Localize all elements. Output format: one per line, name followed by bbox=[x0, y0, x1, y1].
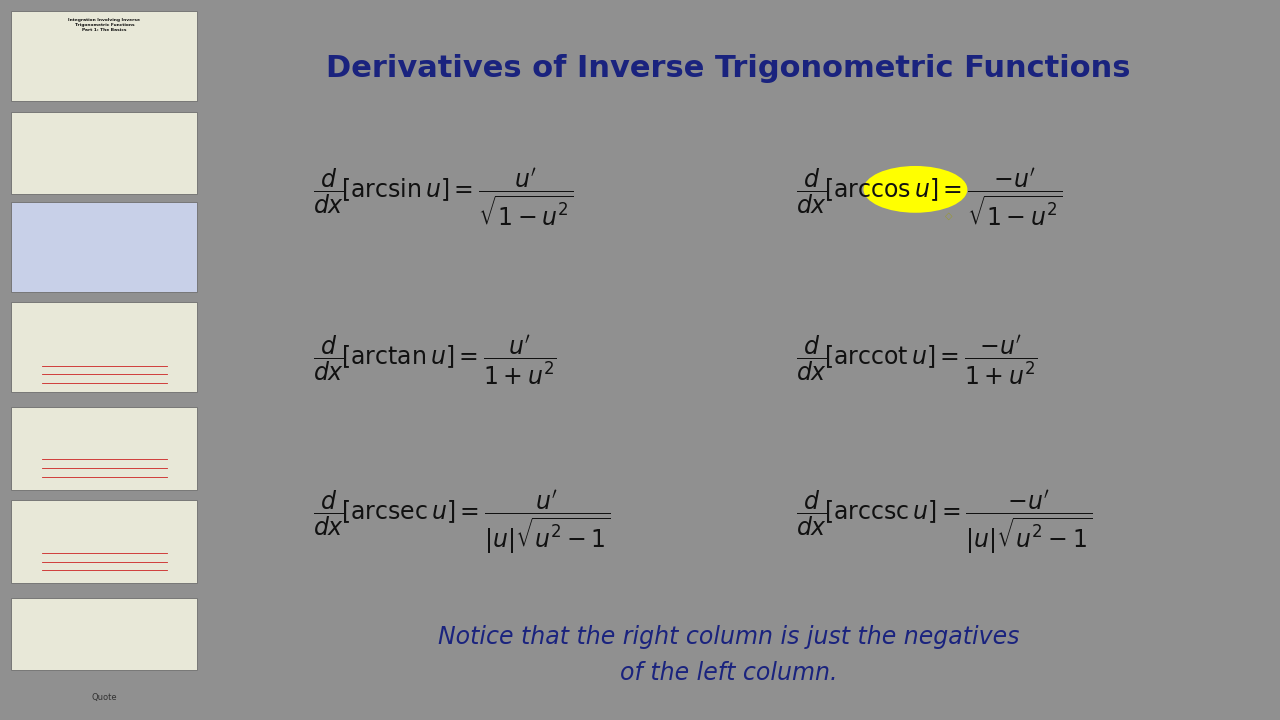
Text: Notice that the right column is just the negatives: Notice that the right column is just the… bbox=[438, 625, 1019, 649]
Text: $\dfrac{d}{dx}\!\left[\mathrm{arccot}\,u\right] = \dfrac{-u^{\prime}}{1+u^2}$: $\dfrac{d}{dx}\!\left[\mathrm{arccot}\,u… bbox=[796, 333, 1038, 387]
FancyBboxPatch shape bbox=[12, 598, 197, 670]
FancyBboxPatch shape bbox=[12, 11, 197, 101]
Text: ◇: ◇ bbox=[945, 211, 952, 221]
Text: Derivatives of Inverse Trigonometric Functions: Derivatives of Inverse Trigonometric Fun… bbox=[326, 54, 1130, 83]
Text: $\dfrac{d}{dx}\!\left[\arcsin u\right] = \dfrac{u^{\prime}}{\sqrt{1-u^2}}$: $\dfrac{d}{dx}\!\left[\arcsin u\right] =… bbox=[312, 167, 573, 229]
Text: $\dfrac{d}{dx}\!\left[\arccos u\right] = \dfrac{-u^{\prime}}{\sqrt{1-u^2}}$: $\dfrac{d}{dx}\!\left[\arccos u\right] =… bbox=[796, 167, 1062, 229]
Text: $\dfrac{d}{dx}\!\left[\arctan u\right] = \dfrac{u^{\prime}}{1+u^2}$: $\dfrac{d}{dx}\!\left[\arctan u\right] =… bbox=[312, 333, 557, 387]
FancyBboxPatch shape bbox=[12, 302, 197, 392]
FancyBboxPatch shape bbox=[12, 407, 197, 490]
Text: Quote: Quote bbox=[91, 693, 118, 702]
Text: Integration Involving Inverse
Trigonometric Functions
Part 1: The Basics: Integration Involving Inverse Trigonomet… bbox=[68, 18, 141, 32]
Text: $\dfrac{d}{dx}\!\left[\mathrm{arcsec}\,u\right] = \dfrac{u^{\prime}}{|u|\sqrt{u^: $\dfrac{d}{dx}\!\left[\mathrm{arcsec}\,u… bbox=[312, 488, 611, 556]
FancyBboxPatch shape bbox=[12, 500, 197, 583]
FancyBboxPatch shape bbox=[12, 202, 197, 292]
FancyBboxPatch shape bbox=[12, 112, 197, 194]
Ellipse shape bbox=[864, 166, 968, 213]
Text: of the left column.: of the left column. bbox=[620, 661, 837, 685]
Text: $\dfrac{d}{dx}\!\left[\mathrm{arccsc}\,u\right] = \dfrac{-u^{\prime}}{|u|\sqrt{u: $\dfrac{d}{dx}\!\left[\mathrm{arccsc}\,u… bbox=[796, 488, 1092, 556]
